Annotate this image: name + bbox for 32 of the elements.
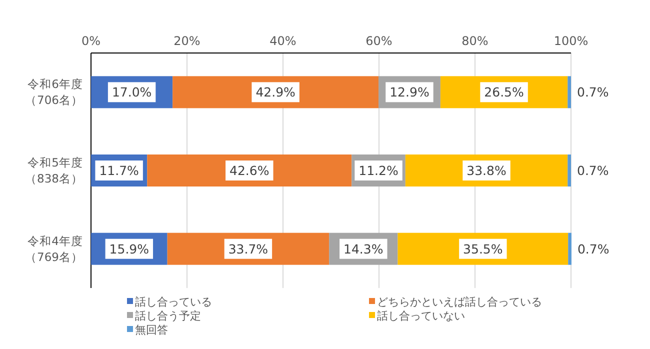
data-label: 26.5% (484, 84, 524, 100)
data-label: 14.3% (344, 241, 384, 256)
legend-label: 話し合う予定 (135, 310, 201, 322)
data-label: 0.7% (577, 163, 609, 178)
data-label: 12.9% (390, 84, 430, 100)
data-label: 33.8% (466, 163, 506, 178)
y-tick-label: 令和6年度（706名） (25, 77, 83, 108)
x-tick-label: 20% (174, 34, 200, 48)
x-tick-label: 80% (462, 34, 488, 48)
y-tick-label: 令和5年度（838名） (25, 156, 83, 186)
x-tick-label: 60% (366, 34, 392, 48)
x-tick-label: 0% (81, 34, 101, 48)
data-label: 42.6% (230, 163, 270, 178)
bar (568, 76, 571, 108)
data-label: 17.0% (112, 84, 152, 100)
legend-label: 無回答 (135, 324, 168, 336)
bar (568, 154, 571, 186)
data-label: 42.9% (256, 84, 296, 100)
data-label: 11.2% (358, 163, 398, 178)
data-label: 11.7% (99, 163, 140, 178)
bar (568, 232, 572, 265)
legend-label: 話し合っている (135, 296, 212, 308)
data-label: 0.7% (577, 84, 609, 100)
data-label: 0.7% (577, 241, 610, 256)
x-tick-label: 40% (270, 34, 296, 48)
legend-label: 話し合っていない (377, 310, 465, 322)
data-label: 35.5% (463, 241, 503, 256)
data-label: 33.7% (228, 241, 268, 256)
data-label: 15.9% (109, 241, 150, 256)
x-tick-label: 100% (554, 34, 588, 48)
legend-label: どちらかといえば話し合っている (377, 296, 542, 308)
y-tick-label: 令和4年度（769名） (25, 234, 83, 264)
